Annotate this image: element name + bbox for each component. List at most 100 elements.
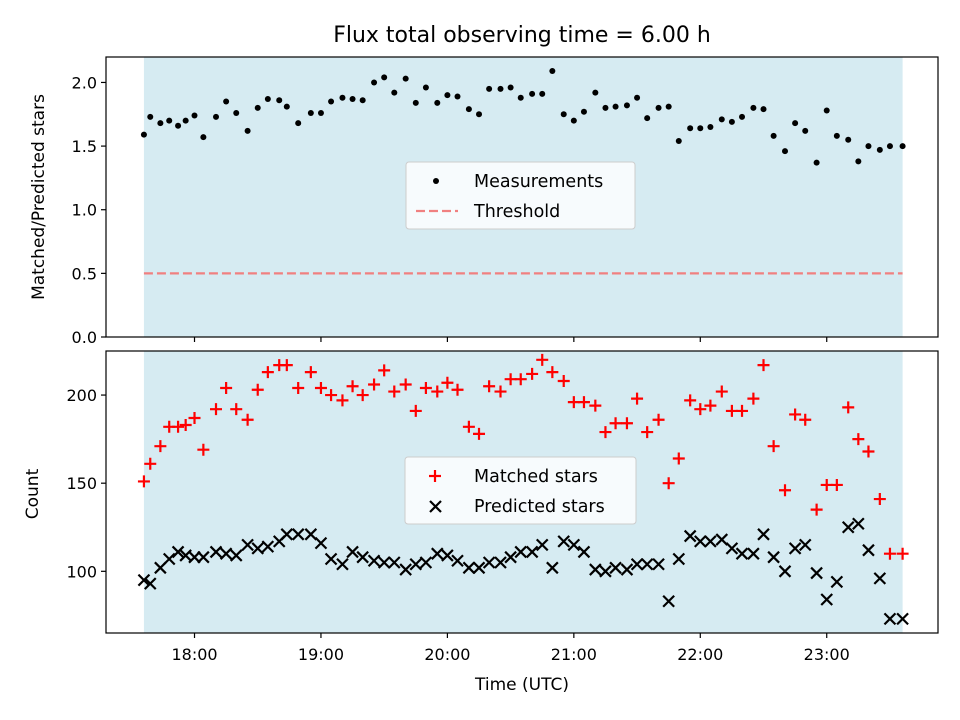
predicted-star-point xyxy=(757,528,770,541)
matched-star-point xyxy=(609,417,622,430)
measurement-point xyxy=(517,94,524,101)
matched-star-point xyxy=(767,440,780,453)
measurement-point xyxy=(718,116,725,123)
bottom-y-axis-label: Count xyxy=(23,468,43,519)
x-tick-label: 20:00 xyxy=(424,645,470,664)
matched-star-point xyxy=(441,376,454,389)
predicted-star-point xyxy=(462,561,476,575)
predicted-star-point xyxy=(599,565,612,578)
predicted-star-point xyxy=(419,556,433,569)
predicted-star-point xyxy=(219,547,233,560)
predicted-star-point xyxy=(662,594,675,608)
matched-star-point xyxy=(589,399,602,412)
measurement-point xyxy=(560,111,567,118)
predicted-star-point xyxy=(314,536,328,550)
matched-star-point xyxy=(536,353,549,366)
matched-star-point xyxy=(842,401,855,414)
matched-star-point xyxy=(172,420,185,433)
matched-star-point xyxy=(292,382,305,395)
predicted-star-point xyxy=(852,517,865,531)
matched-star-point xyxy=(862,445,875,458)
measurement-point xyxy=(371,79,378,86)
matched-star-point xyxy=(197,443,210,456)
measurement-point xyxy=(147,113,154,120)
matched-star-point xyxy=(684,394,697,407)
matched-star-point xyxy=(557,374,570,387)
matched-star-point xyxy=(399,378,412,391)
predicted-star-point xyxy=(546,561,559,575)
predicted-star-point xyxy=(346,545,359,559)
predicted-star-point xyxy=(137,573,151,587)
predicted-star-point xyxy=(377,556,391,569)
predicted-star-point xyxy=(197,550,210,564)
measurement-point xyxy=(264,96,271,102)
matched-star-point xyxy=(873,493,886,506)
matched-star-point xyxy=(179,419,192,432)
predicted-star-point xyxy=(841,520,855,534)
predicted-star-point xyxy=(557,535,571,548)
measurement-point xyxy=(213,113,220,120)
predicted-star-point xyxy=(694,535,707,548)
predicted-star-point xyxy=(229,549,243,562)
predicted-star-point xyxy=(820,593,834,606)
legend-threshold-label: Threshold xyxy=(473,202,560,222)
matched-star-point xyxy=(346,380,359,393)
predicted-star-point xyxy=(652,557,665,571)
measurement-point xyxy=(845,136,852,143)
matched-star-point xyxy=(747,392,760,405)
x-tick-label: 19:00 xyxy=(298,645,344,664)
measurement-point xyxy=(283,103,290,110)
measurement-point xyxy=(728,118,735,125)
predicted-star-point xyxy=(162,552,176,566)
measurement-point xyxy=(770,132,777,139)
measurement-point xyxy=(813,159,820,166)
matched-star-point xyxy=(830,478,843,491)
predicted-star-point xyxy=(291,528,305,541)
matched-star-point xyxy=(336,394,349,407)
predicted-star-point xyxy=(683,529,697,543)
matched-star-point xyxy=(419,382,432,395)
matched-star-point xyxy=(883,547,896,560)
predicted-star-point xyxy=(356,550,369,564)
predicted-star-point xyxy=(589,563,602,576)
measurement-point xyxy=(865,143,872,150)
predicted-star-point xyxy=(494,556,507,569)
predicted-star-point xyxy=(514,545,528,559)
matched-star-point xyxy=(210,403,223,416)
matched-star-point xyxy=(504,373,517,386)
matched-star-point xyxy=(241,413,254,426)
measurement-points xyxy=(140,68,906,166)
predicted-star-point xyxy=(896,612,909,626)
measurement-point xyxy=(739,113,746,120)
predicted-star-point xyxy=(567,538,581,552)
matched-star-point xyxy=(368,378,381,391)
matched-star-point xyxy=(725,404,738,417)
predicted-star-point xyxy=(482,556,496,569)
matched-star-point xyxy=(280,359,293,372)
measurement-point xyxy=(675,138,682,144)
measurement-point xyxy=(549,68,556,74)
matched-star-point xyxy=(704,399,717,412)
matched-star-points xyxy=(137,353,909,560)
measurement-point xyxy=(570,117,577,124)
measurement-point xyxy=(328,98,335,105)
measurement-point xyxy=(634,94,641,101)
predicted-star-point xyxy=(620,563,634,576)
y-tick-label: 0.5 xyxy=(72,264,97,283)
matched-star-point xyxy=(251,383,264,396)
matched-star-point xyxy=(483,380,496,393)
measurement-point xyxy=(899,143,906,150)
predicted-star-point xyxy=(472,561,486,575)
matched-star-point xyxy=(779,484,792,497)
predicted-star-point xyxy=(725,542,739,555)
matched-star-point xyxy=(356,389,369,402)
matched-star-point xyxy=(431,385,444,398)
measurement-point xyxy=(687,125,694,132)
measurement-point xyxy=(802,127,809,134)
x-tick-label: 21:00 xyxy=(551,645,597,664)
predicted-star-point xyxy=(241,538,254,552)
measurement-point xyxy=(434,99,441,106)
measurement-point xyxy=(644,115,651,122)
predicted-star-point xyxy=(704,535,717,548)
matched-star-point xyxy=(154,440,167,453)
